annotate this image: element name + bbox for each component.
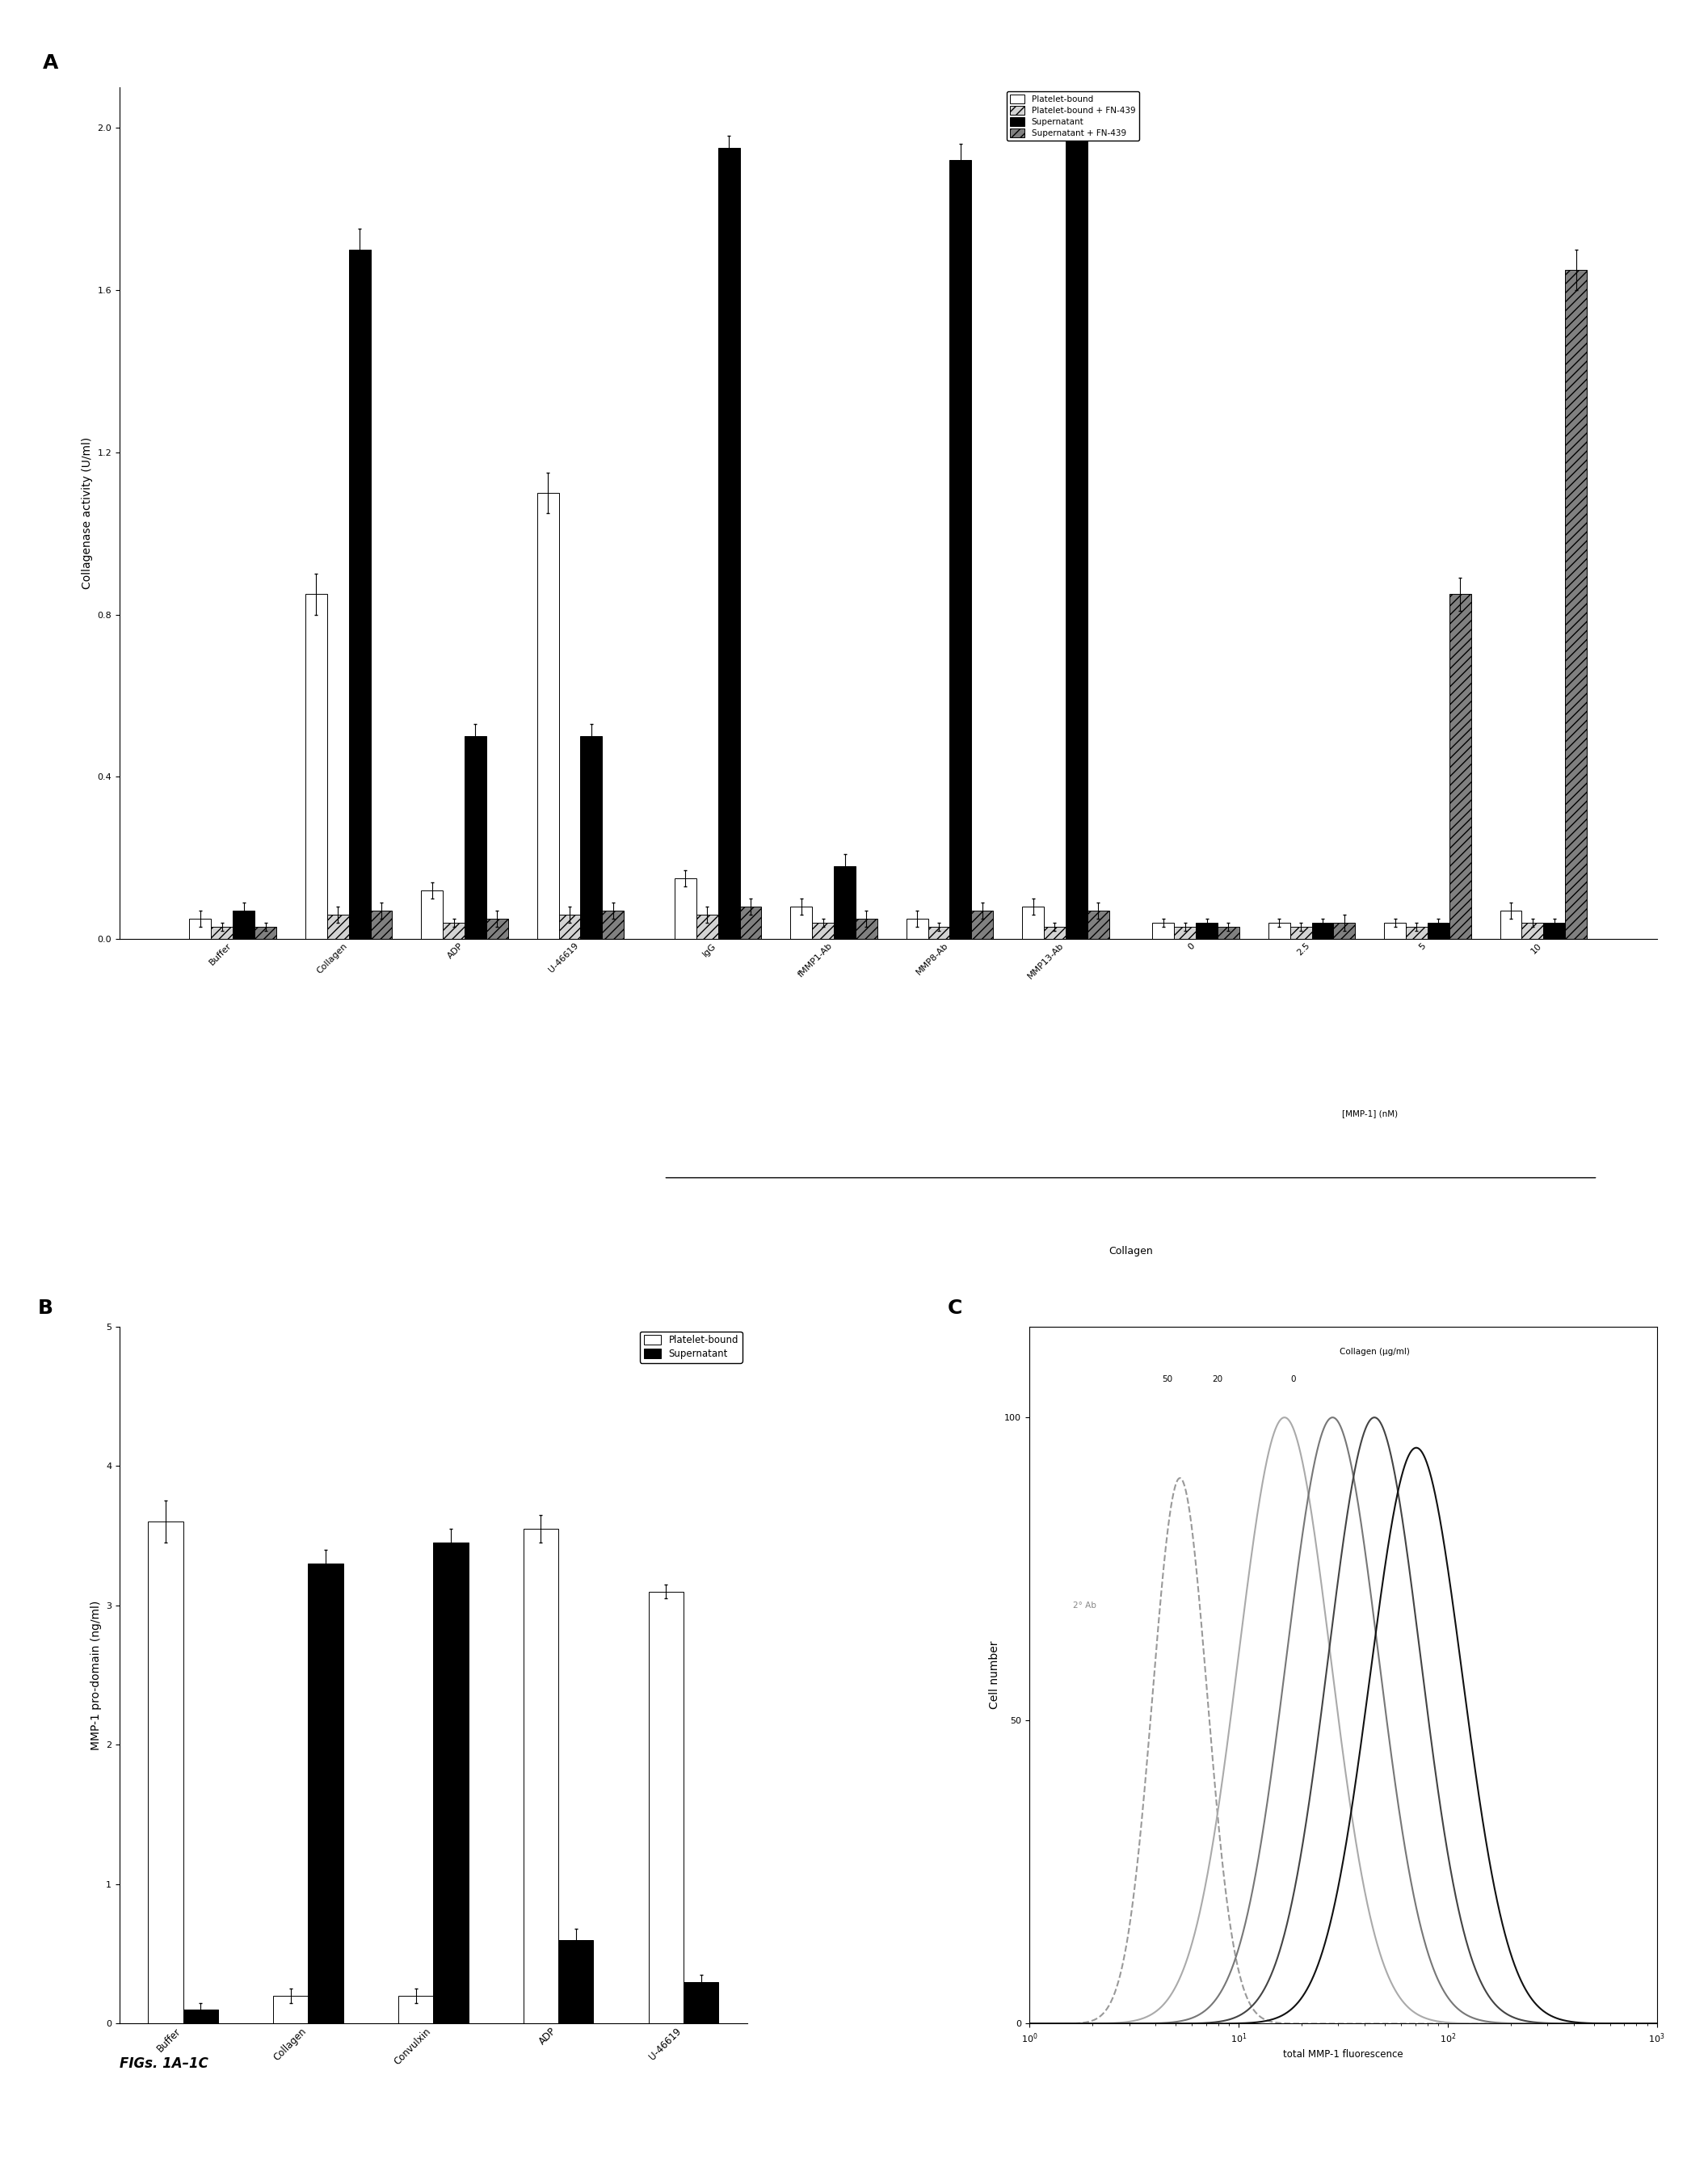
Bar bbox=[307, 1565, 343, 2024]
Bar bbox=[1522, 923, 1544, 940]
Bar bbox=[273, 1995, 307, 2024]
Text: FIGs. 1A–1C: FIGs. 1A–1C bbox=[120, 2056, 208, 2072]
Legend: Platelet-bound, Platelet-bound + FN-439, Supernatant, Supernatant + FN-439: Platelet-bound, Platelet-bound + FN-439,… bbox=[1006, 91, 1139, 141]
Text: 20: 20 bbox=[1213, 1375, 1223, 1384]
Y-axis label: Collagenase activity (U/ml): Collagenase activity (U/ml) bbox=[82, 437, 92, 590]
Bar bbox=[811, 923, 834, 940]
Bar bbox=[254, 927, 277, 940]
Bar bbox=[1544, 923, 1565, 940]
Bar bbox=[1044, 927, 1066, 940]
Bar bbox=[232, 912, 254, 940]
Bar bbox=[190, 918, 212, 940]
Bar bbox=[487, 918, 507, 940]
Bar bbox=[422, 890, 442, 940]
Bar bbox=[1021, 907, 1044, 940]
Bar bbox=[697, 914, 717, 940]
Text: 0: 0 bbox=[1290, 1375, 1295, 1384]
Bar bbox=[371, 912, 393, 940]
Bar bbox=[1066, 139, 1088, 940]
Bar bbox=[950, 161, 972, 940]
Bar bbox=[1218, 927, 1240, 940]
Text: Collagen: Collagen bbox=[1108, 1247, 1153, 1256]
Text: A: A bbox=[43, 52, 58, 72]
Bar bbox=[740, 907, 762, 940]
Bar bbox=[212, 927, 232, 940]
Bar bbox=[603, 912, 623, 940]
Bar bbox=[523, 1530, 559, 2024]
Bar bbox=[1153, 923, 1173, 940]
Text: [MMP-1] (nM): [MMP-1] (nM) bbox=[1342, 1110, 1397, 1118]
Bar bbox=[465, 735, 487, 940]
Legend: Platelet-bound, Supernatant: Platelet-bound, Supernatant bbox=[640, 1332, 743, 1362]
Bar bbox=[1565, 270, 1587, 940]
Bar bbox=[398, 1995, 434, 2024]
Bar bbox=[1428, 923, 1450, 940]
Bar bbox=[972, 912, 992, 940]
Bar bbox=[559, 914, 581, 940]
Text: B: B bbox=[38, 1299, 53, 1319]
Bar bbox=[1173, 927, 1196, 940]
Bar bbox=[1290, 927, 1312, 940]
Bar bbox=[927, 927, 950, 940]
Bar bbox=[306, 594, 326, 940]
Bar bbox=[791, 907, 811, 940]
Bar bbox=[183, 2011, 219, 2024]
Bar bbox=[1500, 912, 1522, 940]
Bar bbox=[559, 1941, 593, 2024]
Text: 2° Ab: 2° Ab bbox=[1073, 1602, 1097, 1610]
Bar bbox=[1196, 923, 1218, 940]
Bar bbox=[1406, 927, 1428, 940]
Text: C: C bbox=[948, 1299, 963, 1319]
Bar bbox=[683, 1982, 719, 2024]
Text: 50: 50 bbox=[1161, 1375, 1173, 1384]
Bar bbox=[581, 735, 603, 940]
Bar bbox=[649, 1591, 683, 2024]
Bar bbox=[1334, 923, 1354, 940]
Bar bbox=[536, 492, 559, 940]
X-axis label: total MMP-1 fluorescence: total MMP-1 fluorescence bbox=[1283, 2050, 1402, 2061]
Bar bbox=[348, 250, 371, 940]
Bar bbox=[442, 923, 465, 940]
Y-axis label: Cell number: Cell number bbox=[989, 1641, 999, 1708]
Bar bbox=[717, 148, 740, 940]
Text: Collagen (μg/ml): Collagen (μg/ml) bbox=[1339, 1347, 1409, 1356]
Bar bbox=[1269, 923, 1290, 940]
Bar bbox=[326, 914, 348, 940]
Bar bbox=[675, 879, 697, 940]
Bar bbox=[1312, 923, 1334, 940]
Y-axis label: MMP-1 pro-domain (ng/ml): MMP-1 pro-domain (ng/ml) bbox=[91, 1599, 101, 1750]
Bar bbox=[149, 1521, 183, 2024]
Bar bbox=[834, 866, 856, 940]
Bar bbox=[1383, 923, 1406, 940]
Bar bbox=[1088, 912, 1108, 940]
Bar bbox=[907, 918, 927, 940]
Bar bbox=[1450, 594, 1471, 940]
Bar bbox=[434, 1543, 468, 2024]
Bar bbox=[856, 918, 878, 940]
